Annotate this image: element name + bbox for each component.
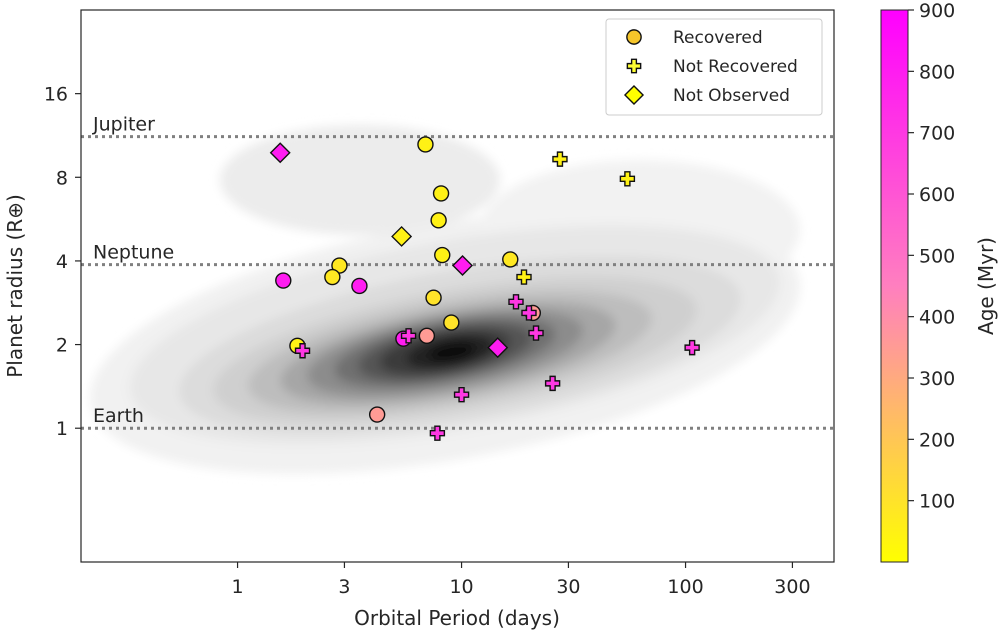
- recovered-point-11: [275, 272, 292, 289]
- x-tick-label-3: 3: [338, 576, 350, 598]
- legend-label-recovered: Recovered: [673, 28, 763, 48]
- legend-label-not-observed: Not Observed: [673, 86, 790, 106]
- not-recovered-point-2: [619, 171, 636, 187]
- colorbar-tick-label-500: 500: [919, 245, 955, 267]
- recovered-point-14: [418, 327, 436, 345]
- not-recovered-point-1: [552, 151, 568, 167]
- x-axis-ticks: 1 3 10 30 100 300: [232, 562, 811, 598]
- recovered-point-2: [432, 185, 450, 202]
- y-tick-label-1: 1: [56, 418, 68, 440]
- colorbar-tick-label-800: 800: [919, 61, 955, 83]
- colorbar-label: Age (Myr): [974, 237, 998, 335]
- y-tick-label-8: 8: [56, 167, 68, 189]
- colorbar-tick-label-200: 200: [919, 429, 955, 451]
- plot-frame: [80, 9, 835, 563]
- not-recovered-point-7: [400, 328, 417, 344]
- recovered-point-8: [425, 289, 442, 306]
- x-axis-label: Orbital Period (days): [354, 606, 560, 630]
- colorbar-gradient: [880, 9, 909, 563]
- legend-marker-recovered: [626, 29, 642, 45]
- recovered-point-3: [430, 212, 447, 229]
- legend: Recovered Not Recovered Not Observed: [605, 18, 823, 116]
- colorbar-tick-label-700: 700: [919, 123, 955, 145]
- y-tick-label-2: 2: [56, 335, 68, 357]
- ref-label-earth: Earth: [93, 405, 144, 427]
- colorbar-tick-label-400: 400: [919, 307, 955, 329]
- data-points: [269, 136, 700, 441]
- legend-box: [605, 18, 823, 116]
- x-tick-label-300: 300: [774, 576, 810, 598]
- x-tick-label-30: 30: [556, 576, 580, 598]
- x-tick-label-1: 1: [232, 576, 244, 598]
- legend-marker-not-recovered: [626, 58, 642, 74]
- not-recovered-point-8: [294, 343, 311, 359]
- colorbar-tick-label-600: 600: [919, 184, 955, 206]
- not-recovered-point-11: [429, 425, 446, 441]
- colorbar: Age (Myr) 100 200 300 400 500 600 700 800 900: [880, 0, 998, 563]
- not-observed-point-1: [269, 142, 291, 164]
- not-recovered-point-12: [684, 339, 700, 356]
- ref-label-neptune: Neptune: [93, 242, 174, 264]
- colorbar-tick-label-100: 100: [919, 491, 955, 513]
- x-tick-label-10: 10: [449, 576, 473, 598]
- not-observed-point-4: [487, 337, 509, 359]
- legend-label-not-recovered: Not Recovered: [673, 57, 798, 77]
- density-upper-lobe: [220, 125, 500, 235]
- y-axis-ticks: 1 2 4 8 16: [44, 84, 81, 440]
- reference-lines: Jupiter Neptune Earth: [81, 114, 834, 430]
- not-observed-point-2: [391, 225, 413, 247]
- not-recovered-point-3: [516, 269, 532, 285]
- x-tick-label-100: 100: [667, 576, 703, 598]
- y-tick-label-16: 16: [44, 84, 68, 106]
- y-tick-label-4: 4: [56, 251, 68, 273]
- recovered-point-6: [324, 268, 341, 286]
- not-recovered-point-6: [528, 325, 544, 341]
- not-recovered-point-9: [453, 387, 470, 403]
- recovered-point-9: [443, 314, 460, 331]
- density-level-12: [428, 342, 476, 362]
- y-axis-label: Planet radius (R⊕): [3, 194, 27, 378]
- legend-marker-not-observed: [623, 84, 645, 106]
- not-recovered-point-5: [521, 305, 537, 321]
- recovered-point-16: [368, 406, 386, 423]
- not-recovered-point-10: [544, 375, 561, 392]
- recovered-point-7: [502, 251, 519, 268]
- recovered-point-1: [417, 136, 434, 153]
- recovered-point-4: [434, 246, 451, 264]
- ref-label-jupiter: Jupiter: [92, 114, 155, 136]
- recovered-point-12: [351, 277, 368, 295]
- colorbar-tick-label-300: 300: [919, 368, 955, 390]
- not-observed-point-3: [452, 255, 474, 277]
- colorbar-tick-label-900: 900: [919, 0, 955, 22]
- not-recovered-point-4: [508, 294, 524, 310]
